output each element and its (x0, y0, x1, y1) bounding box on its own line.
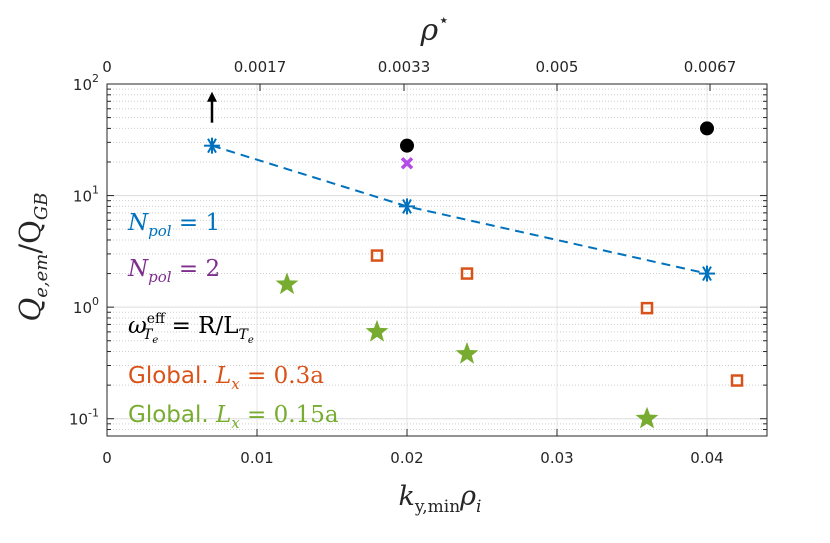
legend-entry-4: Global. Lx = 0.15a (128, 402, 339, 432)
top-tick-label: 0.0033 (378, 58, 431, 76)
data-point (370, 249, 384, 262)
series-2 (400, 121, 714, 153)
top-axis-label: ρ⋆ (420, 10, 450, 48)
data-point (460, 267, 474, 280)
arrow-annotation (207, 91, 217, 123)
legend-entry-1: Npol = 2 (127, 256, 220, 286)
x-tick-label: 0 (102, 449, 112, 467)
y-axis-label: Qe,em/QGB (13, 192, 52, 321)
legend-entry-0: Npol = 1 (127, 210, 220, 240)
y-tick-label: 102 (73, 72, 99, 94)
series-0 (204, 137, 715, 282)
x-marker-stroke (400, 156, 414, 170)
axes-ticks: 0 0.01 0.02 0.03 0.04 0 0.0017 0.0033 0.005 0.006… (69, 58, 767, 467)
circle-marker (700, 121, 714, 136)
top-tick-label: 0.0067 (684, 58, 737, 76)
star-marker (455, 342, 479, 364)
circle-marker (400, 138, 414, 153)
x-tick-label: 0.04 (690, 449, 723, 467)
x-tick-label: 0.01 (240, 449, 273, 467)
data-point (275, 272, 299, 295)
star-marker (365, 319, 389, 342)
data-point (455, 342, 479, 364)
top-tick-label: 0 (102, 58, 112, 76)
series-4 (275, 272, 659, 429)
x-tick-label: 0.03 (540, 449, 573, 467)
square-marker (640, 301, 654, 315)
series-line (211, 144, 708, 275)
y-tick-label: 10-1 (69, 407, 99, 429)
plot-area (106, 83, 768, 437)
series-1 (400, 156, 414, 170)
data-point (400, 156, 414, 170)
x-axis-label: ky,minρi (399, 481, 482, 517)
top-tick-label: 0.0017 (234, 58, 287, 76)
data-point (700, 121, 714, 136)
arrow-head (207, 91, 217, 102)
data-point (640, 301, 654, 315)
data-point (365, 319, 389, 342)
square-marker (370, 249, 384, 262)
legend: Npol = 1 Npol = 2 ωeff Te = R/LTe Global. Lx… (127, 210, 339, 432)
square-marker (460, 267, 474, 280)
legend-entry-2: ωeff Te = R/LTe (128, 311, 254, 346)
square-marker (730, 374, 744, 387)
data-point (635, 406, 659, 429)
star-marker (635, 406, 659, 429)
y-tick-label: 101 (73, 184, 99, 206)
data-point (204, 137, 220, 154)
data-point (730, 374, 744, 387)
data-point (699, 265, 715, 282)
series-3 (370, 249, 744, 387)
star-marker (275, 272, 299, 295)
legend-entry-3: Global. Lx = 0.3a (128, 363, 324, 393)
x-tick-label: 0.02 (390, 449, 423, 467)
data-point (400, 138, 414, 153)
y-tick-label: 100 (73, 295, 99, 317)
top-tick-label: 0.005 (536, 58, 579, 76)
data-point (399, 198, 415, 215)
data-series (204, 91, 744, 429)
